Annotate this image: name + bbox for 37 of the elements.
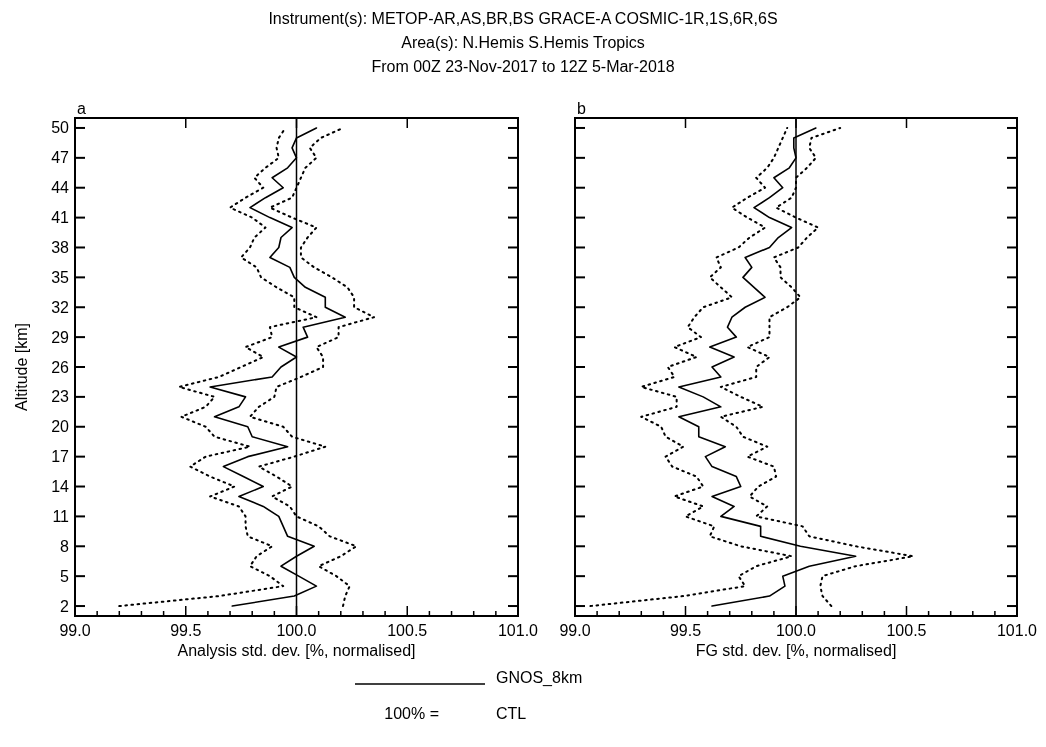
y-tick-label: 23 [51,388,70,406]
y-tick-label: 26 [51,358,70,376]
x-tick-label: 101.0 [996,622,1038,639]
y-tick-label: 38 [51,238,70,256]
y-tick-label: 2 [60,597,70,615]
x-tick-label: 101.0 [497,622,539,639]
x-tick-label: 100.0 [775,622,817,639]
text: a [77,100,86,117]
x-axis-title: Analysis std. dev. [%, normalised] [177,642,416,659]
y-tick-label: 14 [51,478,70,496]
chart-title: Instrument(s): METOP-AR,AS,BR,BS GRACE-A COSMIC-1R,1S,6R,6S [268,10,778,27]
text: CTL [496,705,527,722]
x-tick-label: 99.0 [59,622,91,639]
x-tick-label: 99.5 [669,622,702,639]
x-axis-title: FG std. dev. [%, normalised] [695,642,897,659]
y-tick-label: 17 [51,448,70,466]
y-tick-label: 20 [51,418,70,436]
y-tick-label: 41 [51,209,70,227]
y-tick-label: 8 [60,537,70,555]
y-tick-label: 50 [51,119,70,137]
y-tick-label: 44 [51,179,70,197]
y-axis-title: Altitude [km] [13,322,30,412]
text: GNOS_8km [496,669,583,687]
x-tick-label: 100.5 [886,622,927,639]
text: b [577,100,586,117]
x-tick-label: 99.5 [170,622,202,639]
y-tick-label: 5 [60,567,70,585]
y-tick-label: 11 [52,507,70,525]
chart-subtitle: Area(s): N.Hemis S.Hemis Tropics From 00Z 23-Nov-2017 to 12Z 5-Mar-2018 [371,34,675,75]
x-tick-label: 100.0 [276,622,317,639]
x-tick-label: 99.0 [559,622,591,639]
y-tick-label: 35 [51,268,70,286]
y-tick-label: 47 [51,149,70,167]
x-tick-label: 100.5 [387,622,428,639]
y-tick-label: 29 [51,328,70,346]
y-tick-label: 32 [51,298,70,316]
text: 100% = [384,705,439,722]
